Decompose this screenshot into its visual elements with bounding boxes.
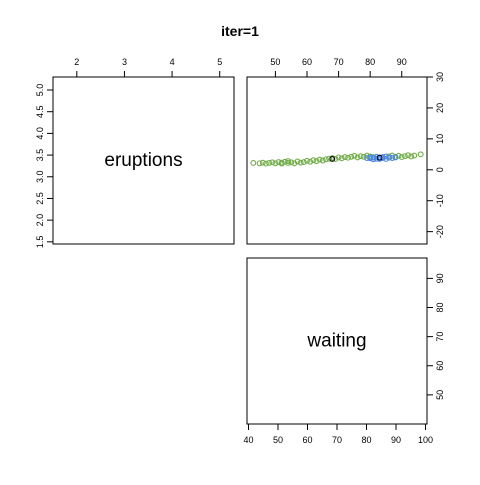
x-tick-label: 80 bbox=[362, 435, 372, 445]
data-point bbox=[360, 153, 367, 160]
data-point bbox=[341, 154, 348, 161]
y-tick-label: 4.5 bbox=[35, 105, 45, 118]
data-point bbox=[307, 158, 314, 165]
data-point bbox=[405, 152, 412, 159]
data-point bbox=[316, 156, 323, 163]
y-tick-label: 2.5 bbox=[35, 192, 45, 205]
data-point bbox=[297, 159, 304, 166]
y-tick-label: 90 bbox=[435, 273, 445, 283]
data-point bbox=[351, 152, 358, 159]
y-tick-label: 5.0 bbox=[35, 84, 45, 97]
y-tick-label: 0 bbox=[435, 167, 445, 172]
data-point bbox=[398, 154, 405, 161]
data-point bbox=[345, 154, 352, 161]
x-tick-label: 70 bbox=[334, 57, 344, 67]
data-point bbox=[386, 154, 393, 161]
x-tick-label: 50 bbox=[273, 435, 283, 445]
data-point bbox=[285, 160, 292, 166]
data-point bbox=[338, 155, 345, 162]
data-point bbox=[392, 154, 399, 161]
data-point bbox=[310, 157, 317, 164]
data-point bbox=[389, 155, 396, 161]
x-tick-label: 5 bbox=[217, 57, 222, 67]
x-tick-label: 3 bbox=[122, 57, 127, 67]
y-tick-label: 2.0 bbox=[35, 214, 45, 227]
data-point bbox=[319, 157, 326, 164]
data-point bbox=[335, 154, 342, 161]
data-point bbox=[332, 156, 339, 162]
data-point bbox=[262, 160, 269, 167]
panel-bottom-right: 40 50 60 70 80 90 100 50 60 70 80 90 waiting bbox=[243, 257, 445, 445]
y-tick-label: -20 bbox=[435, 225, 445, 238]
data-point bbox=[313, 158, 320, 165]
data-point bbox=[275, 159, 282, 165]
data-point bbox=[357, 153, 364, 160]
data-point bbox=[272, 160, 279, 167]
y-tick-label: 60 bbox=[435, 361, 445, 371]
series-1 bbox=[364, 153, 399, 163]
data-point bbox=[354, 154, 361, 161]
y-tick-label: 10 bbox=[435, 134, 445, 144]
data-point bbox=[373, 155, 380, 162]
data-point bbox=[294, 158, 301, 165]
series-2 bbox=[329, 154, 383, 162]
chart-title: iter=1 bbox=[221, 23, 259, 39]
x-tick-label: 90 bbox=[391, 435, 401, 445]
data-point bbox=[329, 156, 336, 162]
y-tick-label: 80 bbox=[435, 303, 445, 313]
data-point bbox=[408, 153, 415, 160]
x-tick-label: 4 bbox=[170, 57, 175, 67]
panel-top-right: 50 60 70 80 90 -20 -10 0 10 20 30 bbox=[246, 57, 445, 245]
data-point bbox=[364, 155, 370, 161]
data-point bbox=[411, 152, 418, 159]
variable-label: eruptions bbox=[104, 150, 182, 171]
variable-label: waiting bbox=[306, 331, 366, 352]
data-point bbox=[304, 157, 310, 164]
y-tick-label: -10 bbox=[435, 194, 445, 207]
x-tick-label: 70 bbox=[332, 435, 342, 445]
data-point bbox=[281, 158, 288, 165]
data-point bbox=[256, 160, 263, 167]
y-tick-label: 1.5 bbox=[35, 236, 45, 249]
data-point bbox=[288, 159, 295, 166]
x-tick-label: 60 bbox=[302, 435, 312, 445]
data-point bbox=[401, 153, 408, 160]
x-tick-label: 40 bbox=[243, 435, 253, 445]
y-tick-label: 3.5 bbox=[35, 149, 45, 162]
data-point bbox=[285, 158, 292, 165]
y-tick-label: 3.0 bbox=[35, 171, 45, 184]
data-point bbox=[348, 153, 355, 160]
data-point bbox=[269, 159, 276, 166]
y-tick-label: 30 bbox=[435, 72, 445, 82]
data-point bbox=[326, 155, 333, 162]
data-point bbox=[266, 160, 273, 166]
data-point bbox=[250, 160, 257, 166]
data-point bbox=[322, 156, 329, 163]
x-tick-label: 2 bbox=[74, 57, 79, 67]
data-point bbox=[395, 152, 402, 159]
data-point bbox=[417, 151, 424, 158]
data-point bbox=[259, 159, 266, 166]
panel-top-left: 2 3 4 5 1.5 2.0 2.5 3.0 3.5 4.0 4.5 5.0 eruptions bbox=[35, 57, 235, 249]
y-tick-label: 4.0 bbox=[35, 127, 45, 140]
x-tick-label: 90 bbox=[397, 57, 407, 67]
x-tick-label: 50 bbox=[270, 57, 280, 67]
x-tick-label: 80 bbox=[365, 57, 375, 67]
y-tick-label: 50 bbox=[435, 390, 445, 400]
data-point bbox=[382, 153, 389, 160]
y-tick-label: 70 bbox=[435, 332, 445, 342]
x-tick-label: 100 bbox=[418, 435, 433, 445]
x-tick-label: 60 bbox=[302, 57, 312, 67]
data-point bbox=[367, 154, 374, 161]
y-tick-label: 20 bbox=[435, 103, 445, 113]
data-point bbox=[376, 154, 383, 161]
data-point bbox=[300, 159, 307, 165]
